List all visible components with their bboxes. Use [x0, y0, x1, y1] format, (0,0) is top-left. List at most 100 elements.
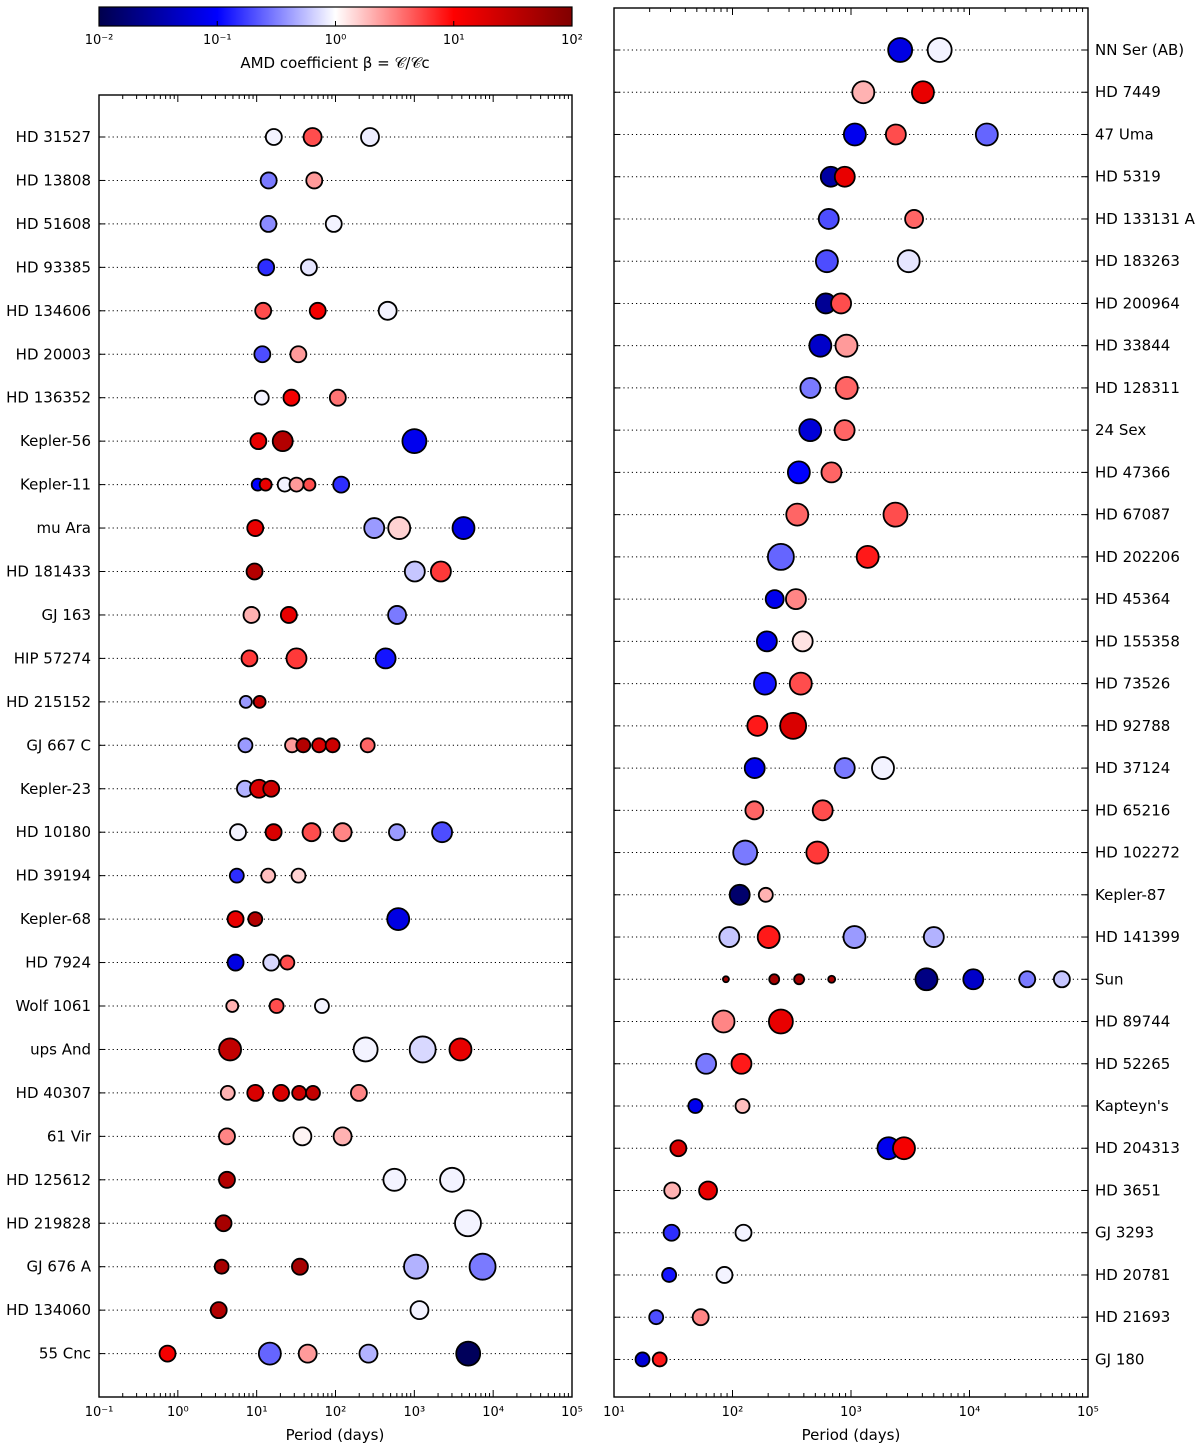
system-label: HD 125612: [6, 1171, 91, 1189]
system-row: HD 31527: [16, 127, 572, 147]
planet-marker: [249, 432, 268, 451]
system-label: ups And: [30, 1040, 91, 1058]
planet-marker: [240, 649, 259, 668]
planet-marker: [271, 430, 294, 453]
planet-marker: [289, 345, 308, 364]
system-row: HD 47366: [614, 460, 1170, 485]
system-label: HD 134606: [6, 302, 91, 320]
planet-marker: [744, 800, 765, 821]
system-row: mu Ara: [36, 516, 572, 540]
planet-marker: [311, 737, 328, 754]
planet-marker: [833, 165, 856, 188]
system-label: HIP 57274: [14, 649, 91, 667]
system-label: HD 136352: [6, 389, 91, 407]
planet-marker: [245, 562, 264, 581]
system-label: HD 40307: [16, 1084, 91, 1102]
planet-marker: [695, 1052, 718, 1075]
planet-marker: [401, 428, 428, 455]
planet-marker: [830, 292, 852, 315]
planet-marker: [260, 867, 277, 884]
planet-marker: [732, 839, 759, 866]
planet-marker: [292, 1126, 313, 1147]
planet-marker: [247, 911, 264, 927]
planet-marker: [302, 127, 323, 147]
system-row: Sun: [614, 967, 1124, 992]
planet-marker: [388, 823, 406, 842]
planet-marker: [661, 1267, 678, 1283]
planet-marker: [253, 389, 270, 406]
planet-marker: [833, 419, 856, 442]
system-label: HD 155358: [1095, 632, 1180, 650]
x-tick-label: 10⁰: [167, 1405, 189, 1420]
planet-marker: [332, 1126, 353, 1147]
system-label: HD 52265: [1095, 1055, 1170, 1073]
planet-marker: [799, 377, 822, 399]
system-label: HD 45364: [1095, 590, 1170, 608]
system-row: HD 39194: [16, 867, 572, 885]
system-label: HD 20003: [16, 345, 91, 363]
system-label: HD 37124: [1095, 759, 1170, 777]
planet-marker: [785, 502, 810, 527]
planet-marker: [746, 714, 769, 737]
planet-marker: [237, 737, 254, 754]
planet-marker: [279, 954, 296, 971]
planet-marker: [439, 1166, 465, 1193]
planet-marker: [962, 968, 985, 991]
system-row: HD 134060: [6, 1300, 572, 1321]
system-row: HD 134606: [6, 300, 572, 321]
planet-marker: [779, 711, 808, 740]
planet-marker: [1052, 970, 1071, 989]
system-row: HD 40307: [16, 1084, 572, 1102]
system-label: 47 Uma: [1095, 125, 1154, 143]
planet-marker: [253, 345, 272, 364]
planet-marker: [468, 1252, 497, 1281]
planet-marker: [669, 1139, 688, 1158]
planet-marker: [827, 974, 837, 984]
planet-marker: [305, 171, 324, 190]
system-label: Wolf 1061: [15, 997, 91, 1015]
system-row: HD 3651: [614, 1180, 1161, 1201]
system-label: mu Ara: [36, 519, 91, 537]
system-row: HD 215152: [6, 693, 572, 711]
planet-marker: [305, 1085, 321, 1101]
system-label: HD 67087: [1095, 506, 1170, 524]
system-row: HD 67087: [614, 501, 1170, 528]
right-x-axis-label: Period (days): [802, 1426, 901, 1444]
planet-marker: [786, 460, 811, 485]
right-panel: NN Ser (AB) HD 7449 47 Uma HD 5319 HD 133131…: [603, 7, 1196, 1444]
system-label: Sun: [1095, 970, 1124, 988]
planet-marker: [386, 907, 411, 931]
system-label: HD 183263: [1095, 252, 1180, 270]
planet-marker: [332, 475, 351, 494]
system-row: 61 Vir: [47, 1126, 572, 1147]
planet-marker: [429, 560, 452, 583]
planet-marker: [295, 737, 312, 754]
system-row: HD 202206: [614, 542, 1180, 571]
planet-marker: [268, 998, 285, 1014]
planet-marker: [382, 1167, 407, 1192]
planet-marker: [896, 249, 921, 274]
planet-marker: [246, 1084, 265, 1102]
system-label: HD 93385: [16, 258, 91, 276]
planet-marker: [360, 127, 380, 147]
system-label: HD 202206: [1095, 548, 1180, 566]
system-label: HD 141399: [1095, 928, 1180, 946]
planet-marker: [272, 1084, 290, 1102]
planet-marker: [297, 1343, 318, 1364]
planet-marker: [753, 671, 777, 696]
colorbar: 10⁻² 10⁻¹ 10⁰ 10¹ 10² AMD coefficient β = 𝒞/…: [85, 6, 583, 72]
system-label: HD 47366: [1095, 463, 1170, 481]
planet-marker: [301, 822, 322, 843]
planet-marker: [914, 967, 939, 992]
planet-marker: [285, 647, 308, 670]
planet-marker: [225, 999, 240, 1013]
planet-marker: [349, 1084, 368, 1102]
planet-marker: [213, 1258, 230, 1275]
system-row: HD 93385: [16, 258, 572, 276]
planet-marker: [387, 516, 412, 540]
system-label: Kepler-87: [1095, 886, 1166, 904]
system-row: Kapteyn's: [614, 1097, 1169, 1115]
planet-marker: [634, 1351, 651, 1368]
planet-marker: [324, 214, 343, 233]
